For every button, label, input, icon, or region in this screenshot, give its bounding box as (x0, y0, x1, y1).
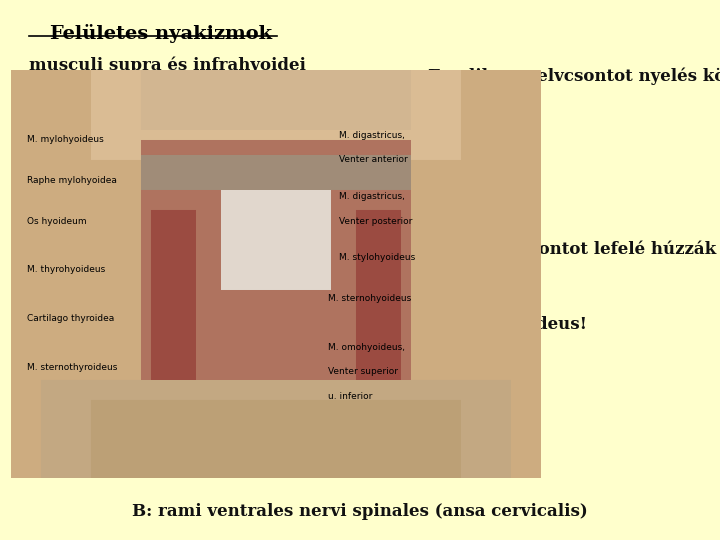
Text: Venter anterior: Venter anterior (339, 156, 408, 164)
Text: M. omohyoideus,: M. omohyoideus, (328, 343, 405, 352)
Text: M. thyrohyoideus: M. thyrohyoideus (27, 266, 105, 274)
Text: Os hyoideum: Os hyoideum (27, 217, 86, 226)
Text: Venter posterior: Venter posterior (339, 217, 413, 226)
Text: Raphe mylohyoidea: Raphe mylohyoidea (27, 176, 117, 185)
Text: M. stylohyoideus: M. stylohyoideus (339, 253, 415, 262)
Text: M. digastricus,: M. digastricus, (339, 192, 405, 201)
Text: Emelik a nyelvcsontot nyelés közben: Emelik a nyelvcsontot nyelés közben (428, 68, 720, 85)
Text: u. inferior: u. inferior (328, 392, 373, 401)
Text: M. sternothyroideus: M. sternothyroideus (27, 363, 117, 372)
Text: M. digastricus,: M. digastricus, (339, 131, 405, 140)
Text: Cartilago thyroidea: Cartilago thyroidea (27, 314, 114, 323)
Text: B: rami ventrales nervi spinales (ansa cervicalis): B: rami ventrales nervi spinales (ansa c… (132, 503, 588, 520)
Text: Felületes nyakizmok: Felületes nyakizmok (50, 24, 272, 43)
Text: M. sternohyoideus: M. sternohyoideus (328, 294, 412, 303)
Text: A nyelvcsontot lefelé húzzák: A nyelvcsontot lefelé húzzák (452, 240, 716, 258)
Text: musculi supra és infrahyoidei: musculi supra és infrahyoidei (29, 57, 306, 74)
Text: m. omohyoideus!: m. omohyoideus! (428, 316, 588, 333)
Text: M. mylohyoideus: M. mylohyoideus (27, 135, 104, 144)
Text: Venter superior: Venter superior (328, 367, 398, 376)
